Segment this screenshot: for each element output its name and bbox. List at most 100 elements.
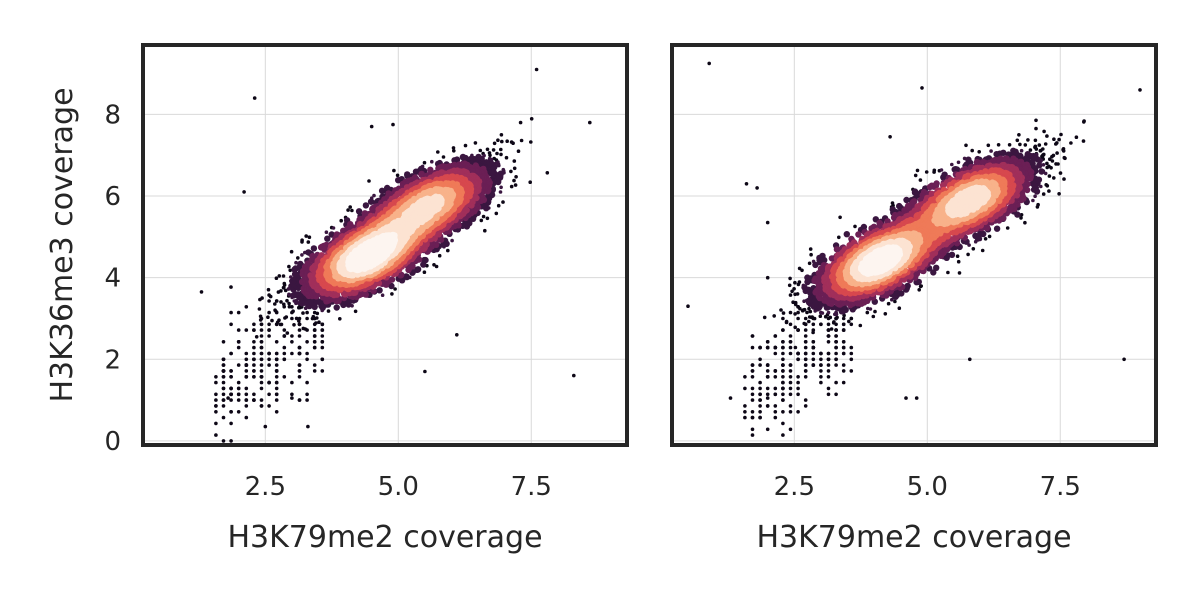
scatter-point <box>244 328 249 332</box>
scatter-point <box>214 380 218 385</box>
scatter-point <box>244 386 249 391</box>
scatter-point <box>391 122 395 127</box>
scatter-point <box>229 285 233 289</box>
scatter-point <box>221 439 226 443</box>
scatter-point <box>252 398 256 402</box>
scatter-point <box>496 203 501 208</box>
scatter-point <box>417 208 424 216</box>
scatter-point <box>259 386 264 391</box>
scatter-point <box>290 392 294 397</box>
scatter-point <box>388 282 395 290</box>
scatter-point <box>320 357 325 362</box>
scatter-point <box>289 275 293 279</box>
scatter-point <box>273 302 277 306</box>
scatter-point <box>267 299 271 303</box>
scatter-point <box>496 138 500 142</box>
scatter-point <box>266 287 271 292</box>
scatter-point <box>314 321 318 325</box>
scatter-point <box>283 288 288 293</box>
scatter-point <box>244 415 249 420</box>
scatter-point <box>297 322 302 327</box>
scatter-point <box>441 155 446 159</box>
scatter-point <box>511 141 515 145</box>
scatter-point <box>274 276 279 281</box>
scatter-point <box>226 396 230 400</box>
scatter-point <box>274 299 279 303</box>
scatter-point <box>338 317 342 321</box>
scatter-point <box>372 193 376 198</box>
scatter-point <box>285 331 290 335</box>
scatter-point <box>529 140 533 144</box>
scatter-point <box>398 271 405 278</box>
scatter-point <box>290 305 294 309</box>
scatter-point <box>509 169 513 174</box>
scatter-point <box>320 322 325 327</box>
scatter-point <box>348 205 353 209</box>
scatter-point <box>297 369 302 373</box>
scatter-point <box>282 283 287 287</box>
scatter-point <box>267 380 271 385</box>
scatter-point <box>499 147 503 152</box>
scatter-point <box>214 433 218 437</box>
scatter-point <box>514 175 518 179</box>
scatter-point <box>422 270 427 275</box>
scatter-point <box>279 300 283 304</box>
scatter-point <box>236 386 241 391</box>
scatter-point <box>518 120 523 125</box>
scatter-point <box>317 320 321 325</box>
scatter-point <box>488 153 492 158</box>
scatter-point <box>259 380 264 385</box>
scatter-point <box>229 392 233 397</box>
scatter-point <box>432 263 436 267</box>
scatter-point <box>290 334 294 338</box>
scatter-point <box>273 308 277 313</box>
scatter-point <box>252 392 256 397</box>
scatter-point <box>331 226 336 230</box>
scatter-point <box>259 375 264 379</box>
scatter-point <box>498 190 503 194</box>
scatter-point <box>450 238 454 243</box>
scatter-point <box>259 404 264 408</box>
scatter-point <box>395 173 400 178</box>
scatter-point <box>499 133 504 137</box>
scatter-point <box>252 322 256 327</box>
scatter-point <box>221 340 226 344</box>
scatter-point <box>214 398 218 402</box>
scatter-point <box>350 208 354 213</box>
scatter-point <box>312 369 317 373</box>
scatter-point <box>221 357 226 362</box>
scatter-point <box>300 253 304 257</box>
scatter-point <box>310 245 318 252</box>
scatter-point <box>214 404 218 408</box>
scatter-point <box>437 253 442 258</box>
scatter-point <box>320 369 325 373</box>
scatter-point <box>392 168 396 173</box>
scatter-point <box>259 351 264 356</box>
scatter-point <box>252 345 256 350</box>
scatter-point <box>380 293 385 298</box>
scatter-point <box>305 357 309 362</box>
scatter-point <box>274 351 279 356</box>
left-panel-points <box>199 67 592 443</box>
scatter-point <box>353 309 358 314</box>
scatter-point <box>324 235 331 242</box>
scatter-point <box>423 369 427 374</box>
scatter-point <box>333 304 340 311</box>
scatter-point <box>297 363 302 367</box>
scatter-point <box>291 309 295 314</box>
scatter-point <box>267 357 271 362</box>
scatter-point <box>221 392 226 397</box>
scatter-point <box>282 357 287 362</box>
scatter-point <box>267 404 271 408</box>
scatter-point <box>297 351 302 356</box>
scatter-point <box>446 248 450 253</box>
scatter-point <box>367 198 375 205</box>
scatter-point <box>236 328 241 332</box>
scatter-point <box>221 375 226 379</box>
scatter-point <box>267 351 271 356</box>
scatter-point <box>274 398 279 402</box>
scatter-point <box>270 318 274 323</box>
scatter-point <box>369 124 374 129</box>
scatter-point <box>274 386 279 391</box>
